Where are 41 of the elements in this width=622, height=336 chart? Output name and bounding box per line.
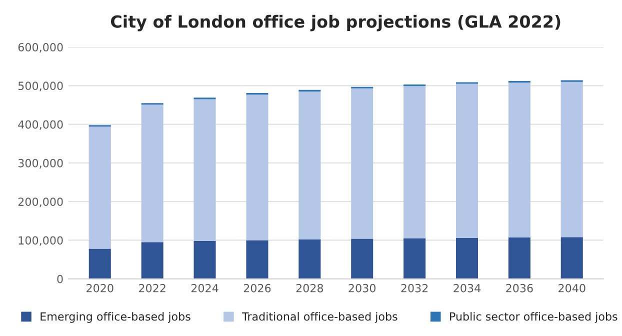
y-tick-label: 100,000 bbox=[18, 236, 63, 246]
bar bbox=[246, 240, 268, 279]
x-tick-label: 2022 bbox=[139, 284, 166, 292]
x-tick-label: 2036 bbox=[506, 284, 533, 292]
bar bbox=[194, 241, 216, 279]
bar bbox=[351, 238, 374, 279]
x-tick-label: 2030 bbox=[348, 284, 376, 292]
y-tick-label: 400,000 bbox=[18, 120, 63, 130]
legend-label: Traditional office-based jobs bbox=[242, 312, 398, 323]
y-tick-label: 600,000 bbox=[18, 43, 63, 53]
bar bbox=[404, 86, 426, 238]
bar bbox=[141, 242, 164, 279]
y-tick-label: 200,000 bbox=[18, 198, 63, 208]
bar bbox=[560, 237, 583, 279]
bar bbox=[88, 126, 111, 249]
x-tick-label: 2020 bbox=[86, 284, 114, 292]
y-tick-label: 0 bbox=[57, 274, 63, 284]
x-tick-label: 2040 bbox=[558, 284, 586, 292]
chart-title: City of London office job projections (GLA 2022) bbox=[110, 14, 560, 32]
bar bbox=[456, 84, 478, 238]
bar bbox=[508, 238, 530, 279]
bar bbox=[560, 82, 583, 238]
bar bbox=[351, 88, 374, 239]
y-tick-label: 300,000 bbox=[18, 158, 63, 168]
bar bbox=[141, 104, 164, 242]
y-tick-label: 500,000 bbox=[18, 82, 63, 92]
x-tick-label: 2032 bbox=[401, 284, 428, 292]
bar bbox=[404, 238, 426, 279]
bar bbox=[246, 94, 268, 240]
bar bbox=[508, 82, 530, 238]
bar bbox=[194, 99, 216, 242]
bar bbox=[298, 91, 321, 240]
x-tick-label: 2028 bbox=[296, 284, 324, 292]
x-tick-label: 2034 bbox=[454, 284, 481, 292]
x-tick-label: 2024 bbox=[191, 284, 218, 292]
x-tick-label: 2026 bbox=[244, 284, 271, 292]
legend-label: Public sector office-based jobs bbox=[450, 312, 618, 323]
bar bbox=[298, 239, 321, 279]
bar bbox=[88, 248, 111, 279]
bar bbox=[456, 238, 478, 279]
legend-label: Emerging office-based jobs bbox=[40, 312, 190, 323]
